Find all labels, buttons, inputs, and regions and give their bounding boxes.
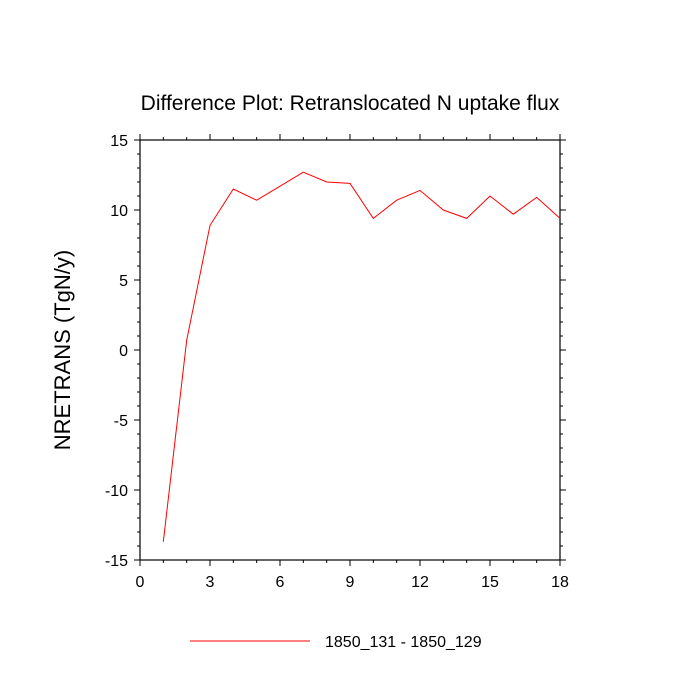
series-line xyxy=(162,171,561,542)
x-tick-label: 15 xyxy=(481,574,499,591)
y-tick-label: 5 xyxy=(119,273,128,290)
plot-frame xyxy=(139,139,561,561)
y-tick-label: 10 xyxy=(110,203,128,220)
legend-label: 1850_131 - 1850_129 xyxy=(325,634,482,651)
series-layer xyxy=(162,171,561,542)
y-axis-label: NRETRANS (TgN/y) xyxy=(50,250,75,450)
y-tick-label: -10 xyxy=(105,483,128,500)
x-tick-label: 18 xyxy=(551,574,569,591)
y-tick-label: -15 xyxy=(105,553,128,570)
x-tick-label: 6 xyxy=(276,574,285,591)
y-tick-label: 0 xyxy=(119,343,128,360)
x-tick-label: 0 xyxy=(136,574,145,591)
chart-title: Difference Plot: Retranslocated N uptake… xyxy=(141,92,560,115)
x-tick-label: 12 xyxy=(411,574,429,591)
y-tick-label: 15 xyxy=(110,133,128,150)
axes: 0 3 6 9 12 15 18 -15 -10 -5 0 5 10 15 xyxy=(105,133,569,591)
legend: 1850_131 - 1850_129 xyxy=(190,634,482,651)
x-tick-label: 9 xyxy=(346,574,355,591)
y-tick-label: -5 xyxy=(114,413,128,430)
x-tick-label: 3 xyxy=(206,574,215,591)
